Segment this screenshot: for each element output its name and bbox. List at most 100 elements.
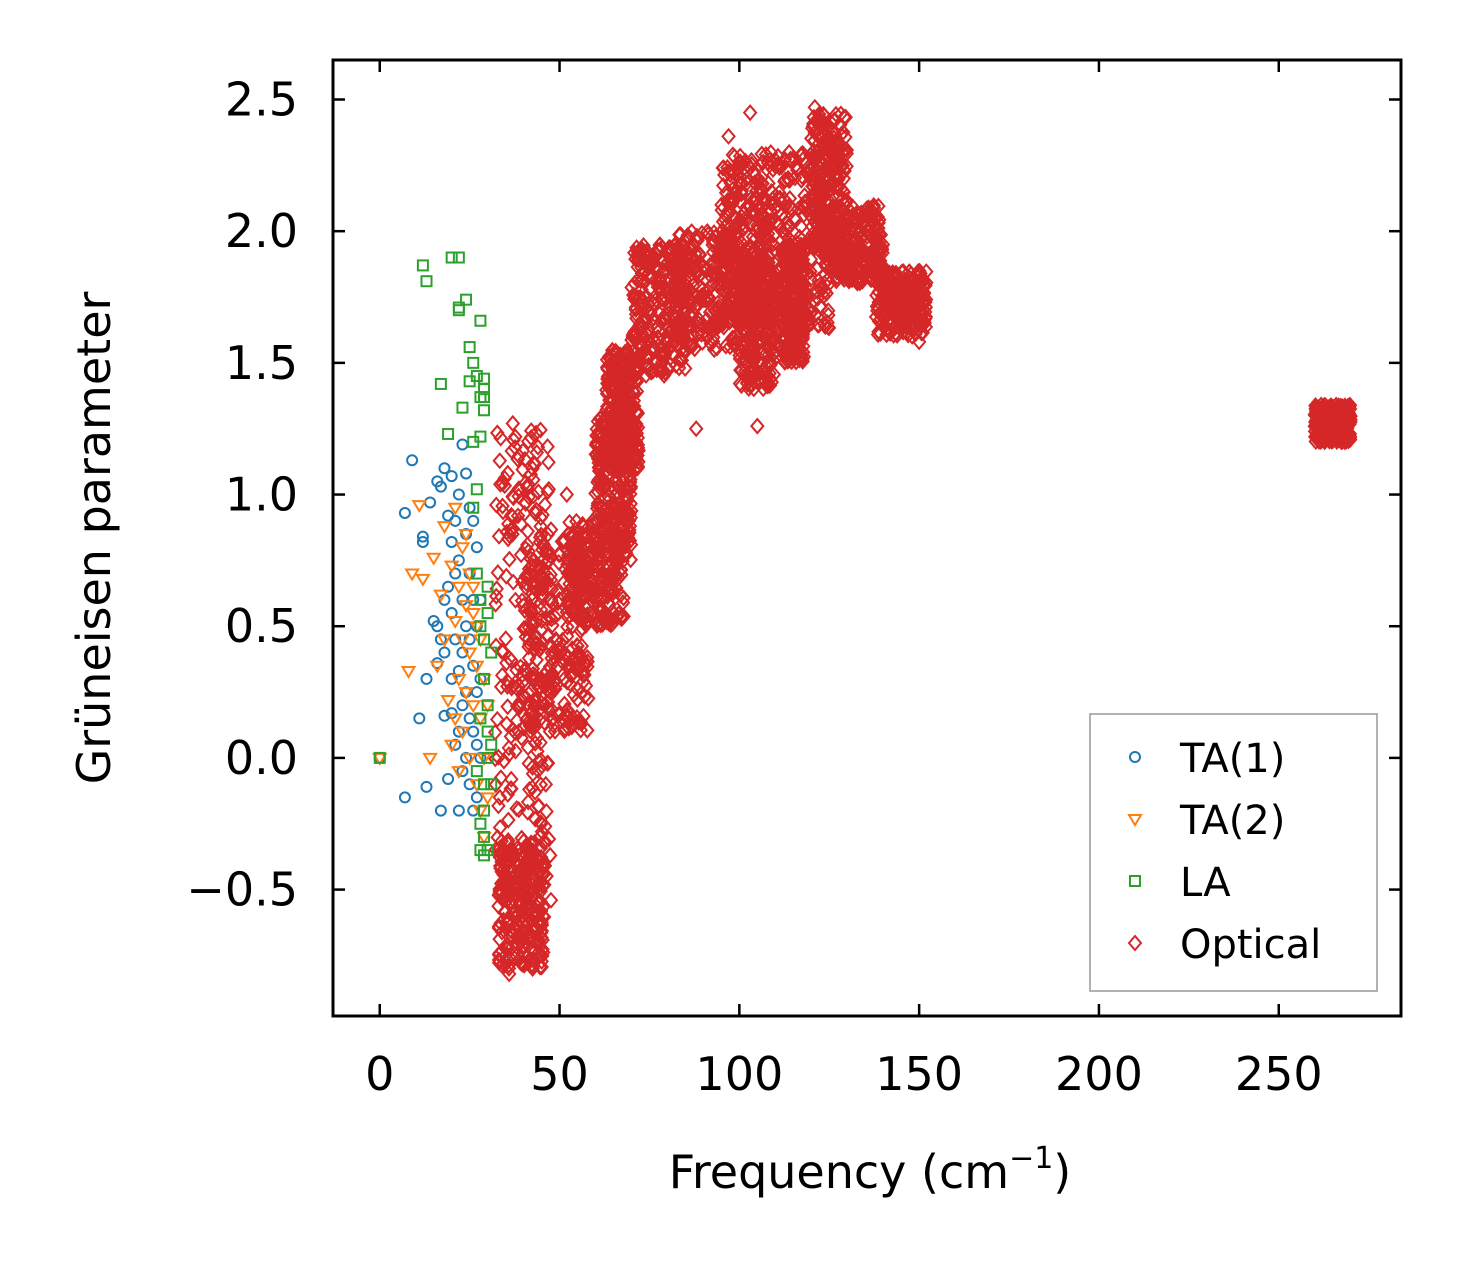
legend-item-optical: Optical (1127, 922, 1321, 968)
legend-marker-optical (1127, 934, 1143, 952)
point-ta-2 (411, 500, 428, 514)
point-optical (1336, 415, 1352, 433)
point-optical (1318, 432, 1333, 450)
point-optical (527, 640, 543, 658)
point-optical (596, 570, 612, 588)
x-tick-label: 250 (1235, 1047, 1323, 1101)
point-la (463, 341, 476, 354)
point-optical (627, 274, 642, 292)
point-optical (807, 98, 823, 116)
point-optical (498, 630, 514, 648)
point-ta-2 (447, 502, 464, 516)
point-optical (590, 550, 606, 568)
point-optical (907, 281, 923, 299)
point-optical (527, 667, 543, 685)
point-optical (566, 686, 582, 704)
point-optical (764, 183, 779, 201)
point-optical (732, 277, 748, 295)
point-optical (525, 702, 540, 720)
point-optical (678, 259, 693, 277)
axis-ticks (333, 60, 1401, 1016)
point-optical (737, 367, 753, 385)
point-optical (674, 243, 690, 261)
point-optical (488, 595, 503, 613)
point-optical (873, 324, 888, 343)
point-la (481, 699, 494, 712)
point-optical (836, 108, 852, 126)
point-ta-1 (449, 567, 462, 580)
point-ta-1 (398, 791, 411, 804)
point-optical (745, 314, 761, 332)
point-optical (894, 263, 910, 281)
point-ta-2 (479, 792, 496, 806)
point-optical (530, 438, 546, 456)
point-la (474, 817, 487, 830)
point-optical (490, 564, 506, 582)
point-optical (520, 793, 536, 811)
point-optical (502, 550, 517, 568)
point-optical (661, 309, 677, 327)
point-optical (761, 268, 777, 286)
point-optical (520, 803, 535, 821)
point-optical (826, 204, 842, 222)
point-optical (509, 876, 525, 894)
point-optical (688, 259, 704, 277)
point-optical (631, 360, 646, 378)
point-la (452, 304, 465, 317)
point-optical (696, 286, 711, 304)
point-la (481, 725, 494, 738)
point-la (485, 778, 498, 791)
point-optical (574, 715, 589, 733)
point-optical (606, 514, 622, 532)
point-optical (614, 609, 630, 627)
point-optical (828, 105, 844, 123)
point-optical (495, 642, 511, 660)
point-optical (715, 314, 730, 332)
point-optical (524, 905, 539, 923)
point-optical (640, 332, 655, 350)
point-optical (909, 268, 925, 286)
point-optical (733, 361, 748, 379)
point-optical (727, 185, 743, 203)
point-optical (523, 601, 539, 619)
point-optical (592, 478, 607, 497)
point-la (470, 483, 483, 496)
point-optical (806, 150, 822, 168)
point-optical (534, 947, 550, 965)
point-optical (628, 452, 643, 470)
point-optical (615, 364, 630, 382)
point-optical (547, 608, 563, 626)
point-optical (763, 211, 779, 230)
point-optical (761, 270, 776, 289)
point-la (456, 401, 469, 414)
point-optical (568, 542, 584, 560)
y-tick-label: −0.5 (186, 863, 298, 917)
point-ta-1 (445, 535, 458, 548)
point-optical (521, 685, 537, 703)
point-la (470, 567, 483, 580)
point-optical (575, 590, 591, 608)
point-optical (523, 550, 539, 568)
point-optical (733, 315, 748, 333)
point-optical (807, 206, 823, 224)
point-ta-2 (436, 634, 453, 648)
point-ta-2 (458, 529, 474, 542)
point-optical (492, 452, 508, 470)
point-optical (697, 317, 712, 335)
point-optical (841, 270, 856, 288)
point-optical (601, 608, 617, 626)
point-optical (534, 585, 550, 603)
point-optical (760, 367, 776, 385)
point-optical (540, 627, 555, 645)
point-ta-1 (452, 664, 465, 677)
point-optical (599, 358, 615, 376)
point-optical (739, 170, 755, 188)
point-optical (504, 679, 519, 697)
point-optical (904, 327, 920, 345)
point-optical (675, 345, 691, 363)
legend-label-ta1: TA(1) (1179, 736, 1285, 782)
point-optical (602, 582, 618, 600)
point-optical (589, 420, 605, 438)
point-optical (568, 552, 583, 570)
point-optical (493, 429, 509, 447)
